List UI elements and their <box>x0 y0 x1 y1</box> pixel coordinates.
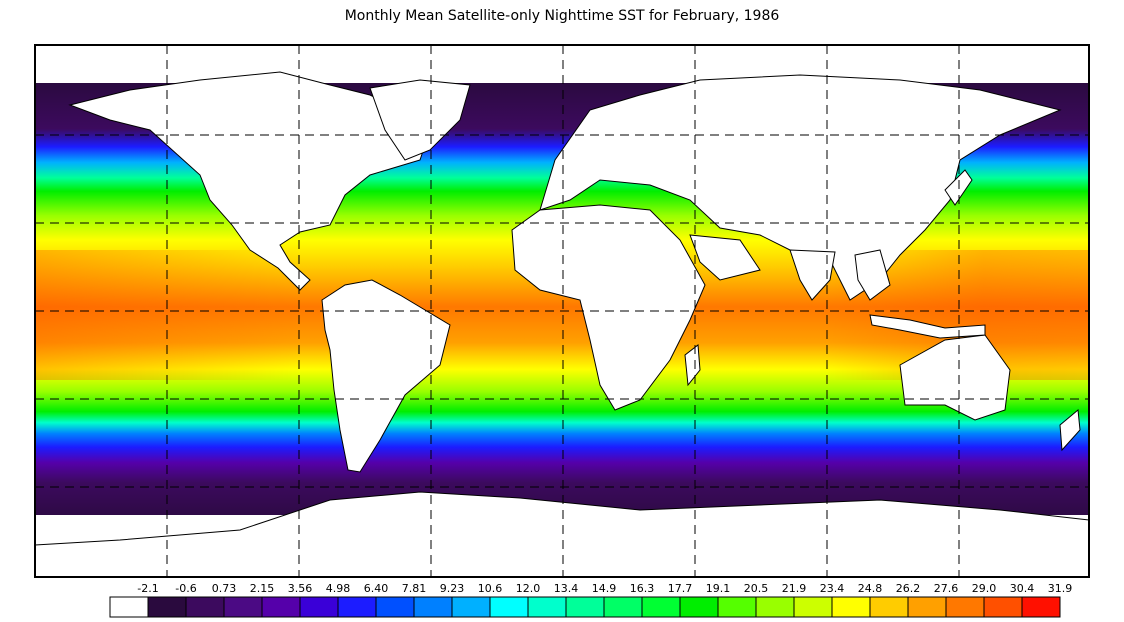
color-swatch <box>413 596 453 618</box>
legend-label: 10.6 <box>477 582 503 595</box>
legend-label: 24.8 <box>857 582 883 595</box>
legend-label: 3.56 <box>287 582 313 595</box>
map-frame <box>34 44 1090 578</box>
legend-label: 27.6 <box>933 582 959 595</box>
legend-label: 21.9 <box>781 582 807 595</box>
color-swatch <box>527 596 567 618</box>
map-title: Monthly Mean Satellite-only Nighttime SS… <box>344 8 780 24</box>
color-swatch <box>185 596 225 618</box>
legend-label: 7.81 <box>401 582 427 595</box>
legend-label: 19.1 <box>705 582 731 595</box>
legend-label: 20.5 <box>743 582 769 595</box>
color-swatch <box>679 596 719 618</box>
legend-label: 17.7 <box>667 582 693 595</box>
color-swatch <box>223 596 263 618</box>
south-america <box>321 279 451 473</box>
color-swatch <box>299 596 339 618</box>
legend-label: -2.1 <box>137 582 159 595</box>
legend-label: 9.23 <box>439 582 465 595</box>
color-swatch <box>375 596 415 618</box>
color-swatch <box>793 596 833 618</box>
color-swatch <box>717 596 757 618</box>
color-swatch <box>261 596 301 618</box>
legend-labels: -2.1 -0.6 0.73 2.15 3.56 4.98 6.40 7.81 9.23 10.6… <box>0 582 1124 596</box>
indonesia <box>869 314 986 339</box>
color-swatch <box>109 596 149 618</box>
legend-label: 4.98 <box>325 582 351 595</box>
arabia <box>689 234 761 281</box>
color-swatch <box>147 596 187 618</box>
color-swatch <box>945 596 985 618</box>
legend-label: 0.73 <box>211 582 237 595</box>
legend-label: 29.0 <box>971 582 997 595</box>
color-swatch <box>603 596 643 618</box>
color-swatch <box>869 596 909 618</box>
color-swatch <box>755 596 795 618</box>
legend-label: 14.9 <box>591 582 617 595</box>
color-swatch <box>907 596 947 618</box>
color-swatch <box>565 596 605 618</box>
madagascar <box>684 344 701 387</box>
legend-label: 16.3 <box>629 582 655 595</box>
legend-label: 6.40 <box>363 582 389 595</box>
indochina <box>854 249 891 301</box>
color-swatch <box>1021 596 1061 618</box>
north-america <box>68 71 431 291</box>
color-swatch <box>337 596 377 618</box>
color-swatch <box>831 596 871 618</box>
color-swatch <box>489 596 529 618</box>
new-zealand <box>1059 409 1081 452</box>
graticule <box>35 45 1089 577</box>
africa <box>511 204 706 411</box>
legend-label: 13.4 <box>553 582 579 595</box>
arctic-nodata <box>35 45 1089 83</box>
legend-label: 2.15 <box>249 582 275 595</box>
color-swatch <box>983 596 1023 618</box>
legend-label: 23.4 <box>819 582 845 595</box>
legend-label: 12.0 <box>515 582 541 595</box>
europe-asia <box>539 74 1062 301</box>
color-swatch <box>451 596 491 618</box>
legend-label: -0.6 <box>175 582 197 595</box>
color-swatch <box>641 596 681 618</box>
color-scale-bar <box>109 596 1061 618</box>
legend-label: 26.2 <box>895 582 921 595</box>
india <box>789 249 836 301</box>
legend-label: 30.4 <box>1009 582 1035 595</box>
legend-label: 31.9 <box>1047 582 1073 595</box>
